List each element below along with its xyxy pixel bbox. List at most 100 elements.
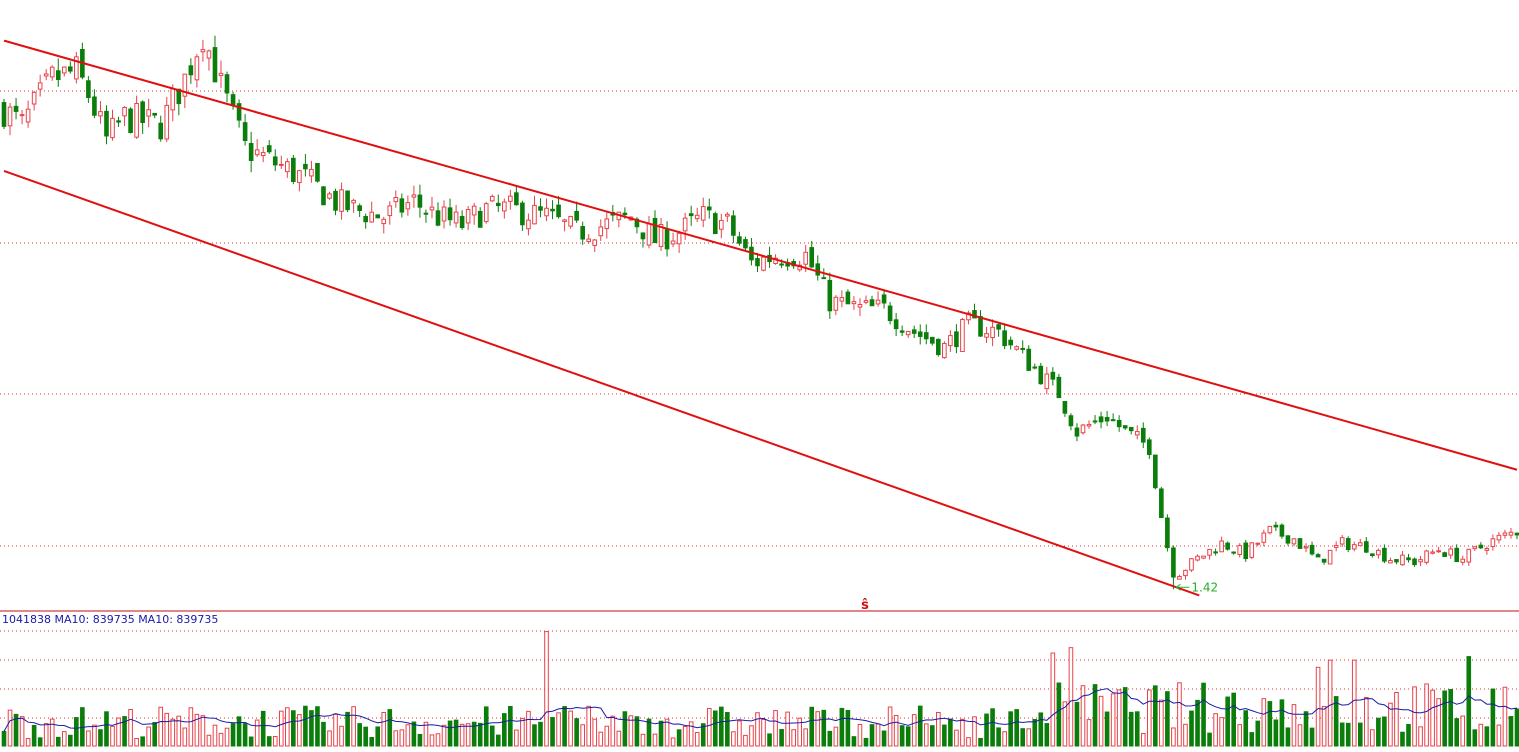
volume-bar [640, 733, 646, 747]
candle-body [1436, 550, 1441, 553]
candle-body [1122, 425, 1128, 429]
candle-body [1255, 542, 1261, 545]
volume-bar [960, 718, 965, 747]
candle-body [266, 145, 272, 153]
candle-body [502, 201, 507, 212]
channel-line-upper [3, 39, 1518, 471]
volume-bar [1177, 682, 1182, 747]
volume-bar [224, 727, 230, 747]
volume-bar [1068, 647, 1074, 747]
volume-bar [520, 717, 525, 747]
volume-bar [1237, 724, 1243, 747]
candle-body [1002, 330, 1007, 347]
volume-bar [676, 729, 682, 747]
candle-body [960, 319, 965, 353]
candle-body [700, 206, 706, 221]
volume-bar [1159, 699, 1164, 747]
volume-bar [972, 716, 977, 747]
candle-body [134, 102, 139, 138]
candle-body [1026, 348, 1032, 371]
volume-bar [1363, 696, 1369, 747]
volume-bar [236, 716, 242, 747]
volume-bar [580, 724, 585, 747]
volume-bar [526, 710, 531, 747]
volume-bar [1074, 701, 1080, 747]
candle-body [1183, 569, 1188, 577]
candle-body [1472, 546, 1478, 550]
candle-body [1442, 552, 1447, 557]
candle-body [74, 56, 79, 80]
candle-body [761, 256, 766, 271]
candle-body [658, 223, 664, 248]
volume-bar [230, 723, 236, 747]
candle-body [489, 195, 495, 202]
volume-bar [1466, 656, 1472, 747]
volume-bar [1104, 711, 1110, 747]
candle-body [1261, 532, 1267, 543]
candle-body [321, 186, 326, 206]
candle-body [1478, 544, 1484, 549]
candle-body [893, 319, 899, 330]
candle-body [598, 226, 604, 237]
volume-bar [1207, 732, 1212, 747]
candle-body [1508, 531, 1514, 536]
volume-bar [1092, 684, 1098, 747]
volume-bar [1008, 711, 1013, 747]
volume-bar [435, 733, 441, 747]
volume-bar [899, 725, 905, 747]
candle-body [719, 219, 724, 230]
candle-body [574, 210, 579, 221]
candle-body [1496, 534, 1502, 541]
candle-body [297, 170, 302, 184]
volume-bar [1261, 698, 1267, 747]
candle-body [13, 105, 19, 112]
volume-bar [429, 734, 435, 747]
candle-body [357, 205, 362, 212]
candle-body [972, 310, 977, 319]
volume-bar [1436, 698, 1441, 747]
candle-body [242, 122, 248, 141]
candle-body [1388, 560, 1393, 564]
volume-bars [1, 631, 1519, 747]
candle-body [1056, 376, 1062, 399]
candle-body [779, 263, 784, 266]
volume-bar [333, 713, 338, 747]
candle-body [272, 156, 278, 166]
volume-bar [1514, 708, 1519, 747]
volume-bar [1189, 710, 1194, 747]
candle-body [375, 214, 381, 219]
candle-body [1376, 549, 1381, 556]
candle-body [1171, 547, 1176, 578]
volume-bar [110, 725, 115, 747]
volume-bar [92, 724, 97, 747]
candle-body [49, 66, 55, 78]
volume-bar [719, 706, 724, 747]
volume-bar [917, 705, 923, 747]
candle-body [821, 277, 827, 280]
candle-body [37, 82, 43, 90]
candle-body [996, 324, 1001, 330]
candle-body [1134, 431, 1140, 436]
candle-body [158, 122, 164, 140]
volume-bar [1490, 688, 1496, 747]
volume-bar [1297, 724, 1303, 747]
volume-bar [1309, 727, 1315, 747]
volume-bar [996, 727, 1001, 747]
candle-body [1382, 547, 1387, 562]
candle-body [520, 202, 525, 226]
candle-body [1333, 545, 1339, 548]
candle-body [453, 211, 459, 224]
volume-bar [74, 717, 79, 747]
volume-bar [1496, 724, 1502, 747]
candle-body [31, 91, 37, 105]
candle-body [393, 197, 399, 203]
volume-bar [592, 718, 598, 747]
volume-bar [447, 720, 453, 747]
candle-body [1219, 540, 1224, 553]
volume-bar [176, 715, 182, 747]
candle-body [1189, 558, 1194, 571]
candle-body [1104, 416, 1110, 422]
volume-bar [1454, 718, 1460, 747]
volume-bar [1, 730, 7, 747]
